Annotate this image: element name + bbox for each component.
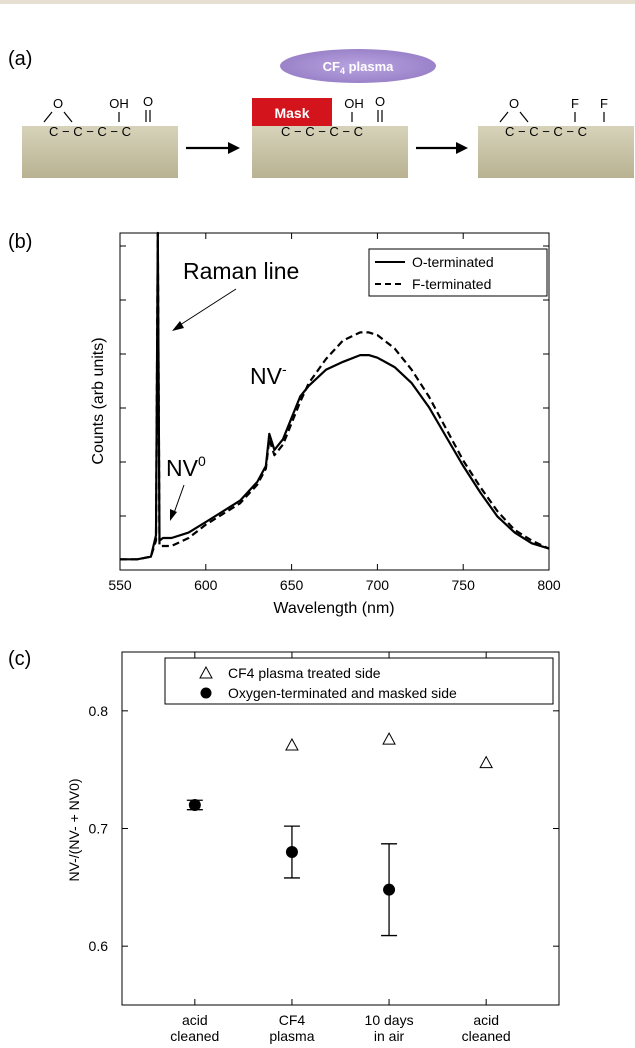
panel-a: (a) CF4 plasma Mask O OH O C − C − C − C… [8, 48, 634, 178]
chem3-f1: F [571, 96, 579, 111]
nv0-arrow-head [170, 509, 177, 521]
legend-f-terminated: F-terminated [412, 276, 491, 292]
legend-triangle-marker [199, 665, 213, 679]
spectrum-legend: O-terminated F-terminated [368, 248, 548, 297]
raman-arrow-head [172, 321, 184, 331]
ratio-x-tick-label: in air [374, 1028, 405, 1044]
ratio-points [186, 732, 494, 937]
chem1-carbonyl-o: O [143, 94, 153, 109]
chem-step-1: O OH O C − C − C − C [43, 94, 153, 139]
ratio-x-tick-label: acid [182, 1012, 208, 1028]
nvm-annotation: NV- [250, 361, 287, 389]
top-border [0, 0, 635, 4]
oxygen-side-point [188, 798, 201, 811]
ratio-y-tick-0.7: 0.7 [89, 821, 109, 837]
ratio-legend: CF4 plasma treated side Oxygen-terminate… [164, 657, 554, 705]
panel-a-label: (a) [8, 48, 32, 70]
chem1-oh: OH [109, 96, 129, 111]
cf4-side-point [382, 732, 396, 745]
cf4-side-point [285, 737, 299, 751]
ratio-y-tick-0.8: 0.8 [89, 703, 109, 719]
legend-circle-marker [200, 687, 212, 699]
chem1-epoxide-o: O [53, 96, 63, 111]
chem3-chain: C − C − C − C [505, 124, 587, 139]
spectrum-x-ticks: 550 600 650 700 750 800 [108, 233, 561, 593]
arrow-2 [416, 142, 468, 154]
ratio-plot-frame [121, 651, 560, 1006]
chem-step-3: O F F C − C − C − C [499, 96, 608, 139]
chem3-epoxide-o: O [509, 96, 519, 111]
spectrum-x-tick-800: 800 [537, 577, 561, 593]
mask-block [252, 98, 332, 126]
panel-c-label: (c) [8, 648, 31, 670]
substrate-1 [22, 126, 178, 178]
chem2-chain: C − C − C − C [281, 124, 363, 139]
spectrum-lines [120, 231, 550, 561]
cf4-side-point [479, 755, 494, 769]
spectrum-x-tick-550: 550 [108, 577, 132, 593]
ratio-y-axis-label: NV-/(NV- + NV0) [66, 778, 82, 881]
legend-o-terminated: O-terminated [412, 254, 494, 270]
panel-b-label: (b) [8, 231, 32, 253]
ratio-x-tick-label: 10 days [365, 1012, 414, 1028]
plasma-cloud [280, 49, 436, 83]
ratio-x-tick-label: CF4 [279, 1012, 306, 1028]
chem3-f2: F [600, 96, 608, 111]
chem2-carbonyl-o: O [375, 94, 385, 109]
ratio-x-tick-label: plasma [269, 1028, 314, 1044]
panel-b: (b) 550 600 650 700 750 800 Wavelength (nm) C… [8, 231, 561, 617]
chem1-chain: C − C − C − C [49, 124, 131, 139]
spectrum-y-axis-label: Counts (arb units) [90, 337, 107, 464]
spectrum-y-ticks [120, 245, 549, 517]
spectrum-x-tick-650: 650 [280, 577, 304, 593]
ratio-x-tick-label: acid [473, 1012, 499, 1028]
legend-cf4-side: CF4 plasma treated side [228, 665, 381, 681]
spectrum-x-tick-600: 600 [194, 577, 218, 593]
ratio-y-ticks: 0.6 0.7 0.8 [89, 703, 559, 954]
chem-step-2: OH O C − C − C − C [281, 94, 385, 139]
mask-label: Mask [274, 105, 309, 121]
oxygen-side-point [383, 883, 396, 896]
chem2-oh: OH [344, 96, 364, 111]
nv0-annotation: NV0 [166, 453, 206, 481]
spectrum-plot-frame [119, 232, 550, 571]
legend-oxygen-side: Oxygen-terminated and masked side [228, 685, 457, 701]
ratio-x-tick-label: cleaned [462, 1028, 511, 1044]
series-line-o-terminated [120, 231, 550, 561]
spectrum-x-axis-label: Wavelength (nm) [273, 600, 394, 617]
ratio-y-tick-0.6: 0.6 [89, 938, 109, 954]
substrate-3 [478, 126, 634, 178]
raman-line-annotation: Raman line [183, 258, 299, 284]
plasma-label: CF4 plasma [323, 59, 395, 76]
arrow-1 [186, 142, 240, 154]
oxygen-side-point [285, 846, 298, 859]
substrate-2 [252, 126, 408, 178]
spectrum-x-tick-700: 700 [366, 577, 390, 593]
ratio-x-tick-label: cleaned [170, 1028, 219, 1044]
spectrum-x-tick-750: 750 [452, 577, 476, 593]
